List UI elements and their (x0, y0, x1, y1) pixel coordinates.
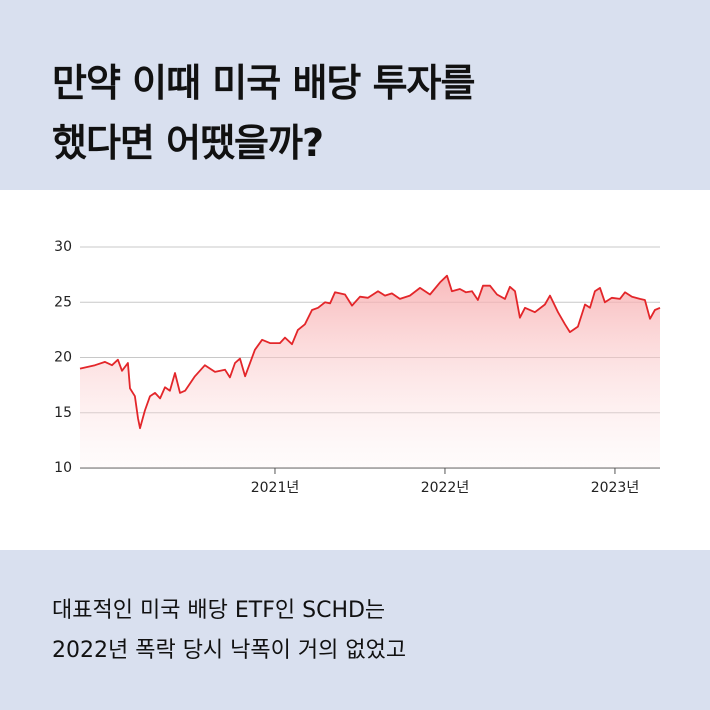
footer: 대표적인 미국 배당 ETF인 SCHD는 2022년 폭락 당시 낙폭이 거의… (0, 550, 710, 710)
header: 만약 이때 미국 배당 투자를 했다면 어땠을까? (0, 0, 710, 190)
y-tick-label: 30 (54, 239, 72, 255)
y-tick-label: 20 (54, 350, 72, 366)
footer-line: 2022년 폭락 당시 낙폭이 거의 없었고 (52, 638, 407, 663)
y-tick-label: 15 (54, 405, 72, 421)
footer-line: 대표적인 미국 배당 ETF인 SCHD는 (52, 598, 386, 623)
y-tick-label: 10 (54, 460, 72, 476)
x-tick-label: 2021년 (251, 480, 300, 496)
x-tick-label: 2023년 (591, 480, 640, 496)
title-line: 했다면 어땠을까? (52, 121, 324, 165)
x-tick-label: 2022년 (421, 480, 470, 496)
chart: 10 15 20 25 30 2021년 2022년 2023년 (54, 239, 661, 496)
y-tick-label: 25 (54, 294, 72, 310)
price-line (79, 274, 661, 430)
area-fill (80, 275, 660, 468)
title-line: 만약 이때 미국 배당 투자를 (52, 61, 475, 105)
